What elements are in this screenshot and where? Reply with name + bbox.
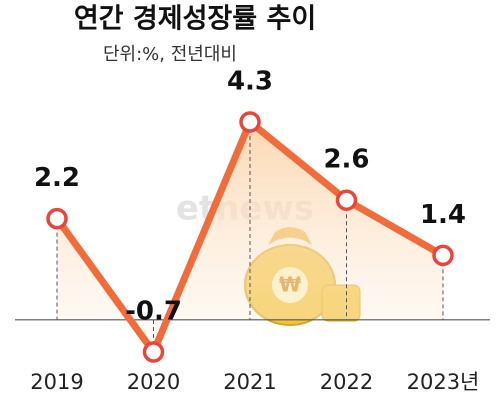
chart-title: 연간 경제성장률 추이: [74, 4, 316, 35]
point: [239, 111, 261, 133]
x-tick-label: 2019: [30, 370, 83, 394]
data-label: -0.7: [125, 297, 182, 327]
point: [142, 341, 165, 363]
data-label: 2.2: [34, 163, 80, 193]
x-tick-label: 2021: [223, 370, 276, 394]
x-tick-label: 2023년: [407, 370, 480, 394]
point: [46, 207, 68, 230]
x-tick-label: 2022: [320, 370, 373, 394]
chart-subtitle: 단위:%, 전년대비: [103, 44, 237, 65]
data-label: 4.3: [227, 67, 273, 97]
point: [335, 189, 358, 211]
point: [432, 244, 454, 267]
data-label: 2.6: [323, 145, 369, 175]
x-tick-label: 2020: [127, 370, 180, 394]
data-label: 1.4: [420, 200, 466, 230]
